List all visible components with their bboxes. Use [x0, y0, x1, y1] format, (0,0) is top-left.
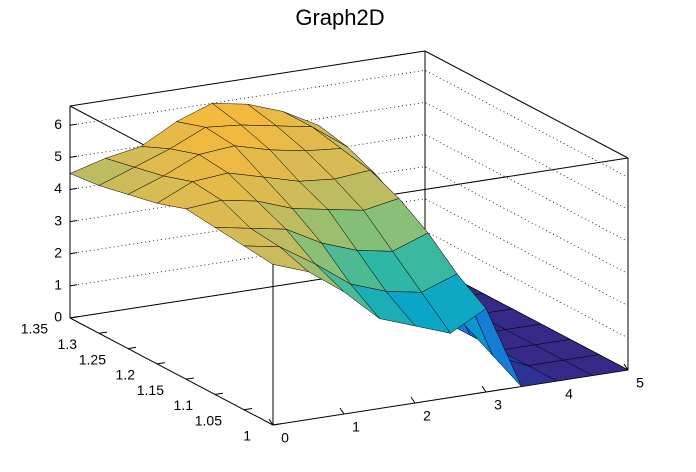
- y-tick: [243, 408, 253, 411]
- y-tick-label: 1.3: [58, 336, 78, 352]
- x-tick-label: 0: [281, 430, 289, 446]
- grid-line: [69, 230, 629, 339]
- y-tick: [185, 377, 195, 380]
- chart-title: Graph2D: [295, 5, 384, 30]
- x-tick: [481, 385, 487, 393]
- z-tick: [69, 220, 78, 223]
- y-tick: [272, 423, 282, 426]
- x-tick-label: 4: [565, 386, 573, 402]
- z-tick: [69, 155, 78, 158]
- box-edge: [424, 50, 629, 159]
- grid-line: [69, 166, 629, 274]
- y-tick-label: 1.1: [174, 397, 194, 413]
- z-tick-label: 2: [54, 244, 62, 260]
- y-tick-label: 1.05: [195, 412, 222, 428]
- z-tick-label: 6: [54, 116, 62, 132]
- z-tick: [69, 284, 78, 287]
- box-edge: [69, 50, 426, 107]
- z-tick-label: 5: [54, 148, 62, 164]
- y-tick-label: 1.2: [116, 367, 136, 383]
- z-tick-label: 1: [54, 277, 62, 293]
- grid-line: [69, 198, 629, 307]
- y-tick: [214, 392, 224, 395]
- x-tick-label: 1: [352, 419, 360, 435]
- box-edge: [69, 317, 274, 426]
- z-tick-label: 4: [54, 180, 62, 196]
- y-tick-label: 1.15: [137, 382, 164, 398]
- y-tick-label: 1.25: [79, 351, 106, 367]
- x-tick: [410, 396, 416, 404]
- x-tick-label: 2: [423, 408, 431, 424]
- z-tick-label: 3: [54, 212, 62, 228]
- y-tick: [69, 316, 79, 319]
- y-tick: [127, 346, 137, 350]
- y-tick-label: 1: [243, 428, 251, 444]
- surface-cell: [243, 245, 309, 272]
- x-tick: [623, 363, 629, 371]
- x-tick-label: 5: [636, 375, 644, 391]
- x-tick-label: 3: [494, 397, 502, 413]
- z-tick-label: 0: [54, 309, 62, 325]
- grid-line: [69, 134, 629, 242]
- y-tick-label: 1.35: [21, 321, 48, 337]
- grid-line: [69, 101, 629, 210]
- grid-line: [69, 69, 629, 178]
- x-tick: [268, 418, 274, 426]
- z-tick: [69, 252, 78, 255]
- x-tick: [339, 407, 345, 415]
- y-tick: [98, 331, 108, 334]
- z-tick: [69, 123, 78, 126]
- z-tick: [69, 187, 78, 191]
- y-tick: [156, 362, 166, 365]
